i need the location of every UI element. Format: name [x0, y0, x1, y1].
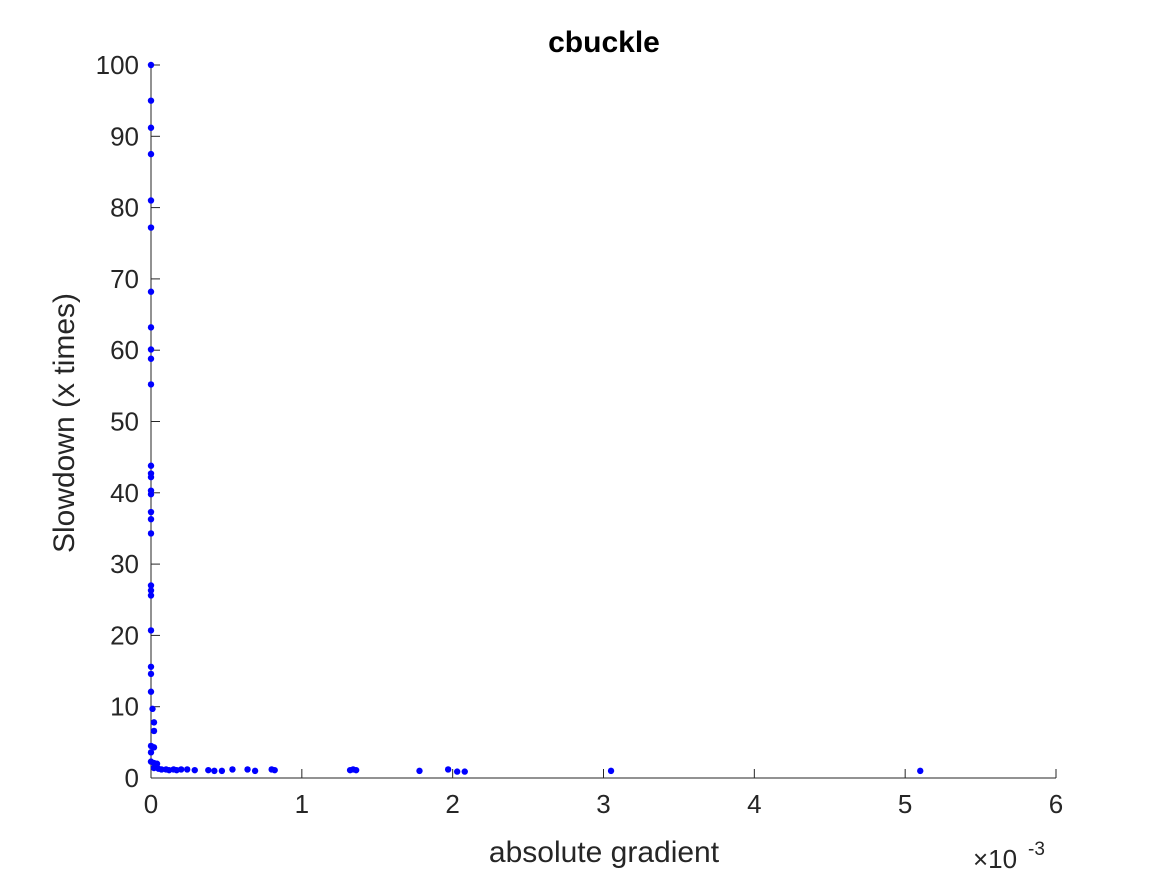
- axes: [150, 65, 1056, 779]
- data-point: [147, 582, 155, 589]
- data-point: [147, 224, 155, 231]
- data-point: [147, 288, 155, 295]
- x-exponent-base: ×10: [973, 844, 1017, 874]
- data-point: [147, 150, 155, 158]
- data-point: [229, 766, 236, 773]
- data-point: [147, 491, 155, 498]
- data-point: [147, 355, 155, 362]
- data-point: [147, 530, 155, 537]
- data-point: [147, 688, 155, 695]
- data-point: [147, 508, 155, 516]
- data-point: [251, 767, 259, 775]
- data-point: [416, 767, 423, 775]
- data-point: [444, 766, 452, 773]
- y-tick-label: 10: [110, 692, 139, 722]
- data-point: [607, 767, 615, 775]
- data-point: [147, 346, 155, 353]
- y-tick-label: 40: [110, 478, 139, 508]
- data-point: [147, 197, 155, 204]
- data-point: [149, 705, 156, 713]
- y-axis-ticks: 0 10 20 30 40 50 60 70 80 90 100: [96, 50, 160, 793]
- data-point: [244, 766, 251, 773]
- data-point: [147, 670, 155, 678]
- data-point: [147, 381, 155, 388]
- x-tick-label: 4: [747, 789, 761, 819]
- data-point: [147, 592, 155, 599]
- data-point: [271, 766, 278, 774]
- data-point: [147, 663, 155, 670]
- data-point: [147, 61, 155, 69]
- x-tick-label: 5: [898, 789, 912, 819]
- y-tick-label: 80: [110, 193, 139, 223]
- data-point: [150, 744, 158, 751]
- data-point: [147, 462, 155, 469]
- data-point: [147, 97, 155, 104]
- x-tick-label: 2: [445, 789, 459, 819]
- y-tick-label: 0: [125, 763, 139, 793]
- y-tick-label: 100: [96, 50, 139, 80]
- y-tick-label: 90: [110, 121, 139, 151]
- data-point: [205, 766, 212, 774]
- data-point: [147, 515, 155, 523]
- x-axis-exponent: ×10 -3: [973, 839, 1045, 874]
- data-points: [147, 61, 924, 775]
- x-axis-ticks: 0 1 2 3 4 5 6: [144, 769, 1063, 819]
- data-point: [147, 324, 155, 331]
- data-point: [158, 766, 165, 773]
- chart-title: cbuckle: [548, 26, 660, 59]
- data-point: [147, 473, 155, 481]
- data-point: [150, 727, 158, 735]
- data-point: [211, 767, 218, 775]
- data-point: [191, 766, 198, 774]
- y-tick-label: 20: [110, 620, 139, 650]
- y-tick-label: 30: [110, 549, 139, 579]
- data-point: [453, 768, 461, 775]
- x-axis-label: absolute gradient: [489, 836, 720, 869]
- x-tick-label: 6: [1049, 789, 1063, 819]
- y-axis-label: Slowdown (x times): [48, 293, 81, 553]
- y-tick-label: 60: [110, 335, 139, 365]
- data-point: [147, 587, 155, 594]
- data-point: [352, 766, 360, 774]
- data-point: [147, 124, 155, 131]
- data-point: [917, 767, 924, 775]
- x-tick-label: 3: [596, 789, 610, 819]
- x-exponent-power: -3: [1028, 839, 1045, 860]
- data-point: [177, 766, 185, 773]
- data-point: [150, 719, 158, 726]
- x-tick-label: 0: [144, 789, 158, 819]
- x-tick-label: 1: [295, 789, 309, 819]
- data-point: [147, 627, 155, 634]
- data-point: [461, 768, 468, 775]
- data-point: [184, 766, 191, 773]
- data-point: [147, 749, 155, 756]
- data-point: [218, 767, 226, 775]
- y-tick-label: 70: [110, 264, 139, 294]
- y-tick-label: 50: [110, 407, 139, 437]
